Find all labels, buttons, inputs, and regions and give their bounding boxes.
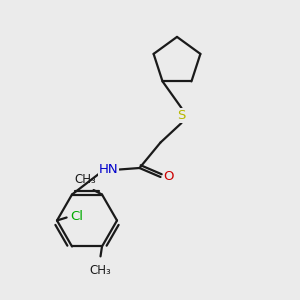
Text: O: O [164, 170, 174, 184]
Text: HN: HN [99, 163, 118, 176]
Text: Cl: Cl [70, 209, 83, 223]
Text: CH₃: CH₃ [90, 265, 111, 278]
Text: S: S [177, 109, 186, 122]
Text: CH₃: CH₃ [75, 172, 96, 185]
